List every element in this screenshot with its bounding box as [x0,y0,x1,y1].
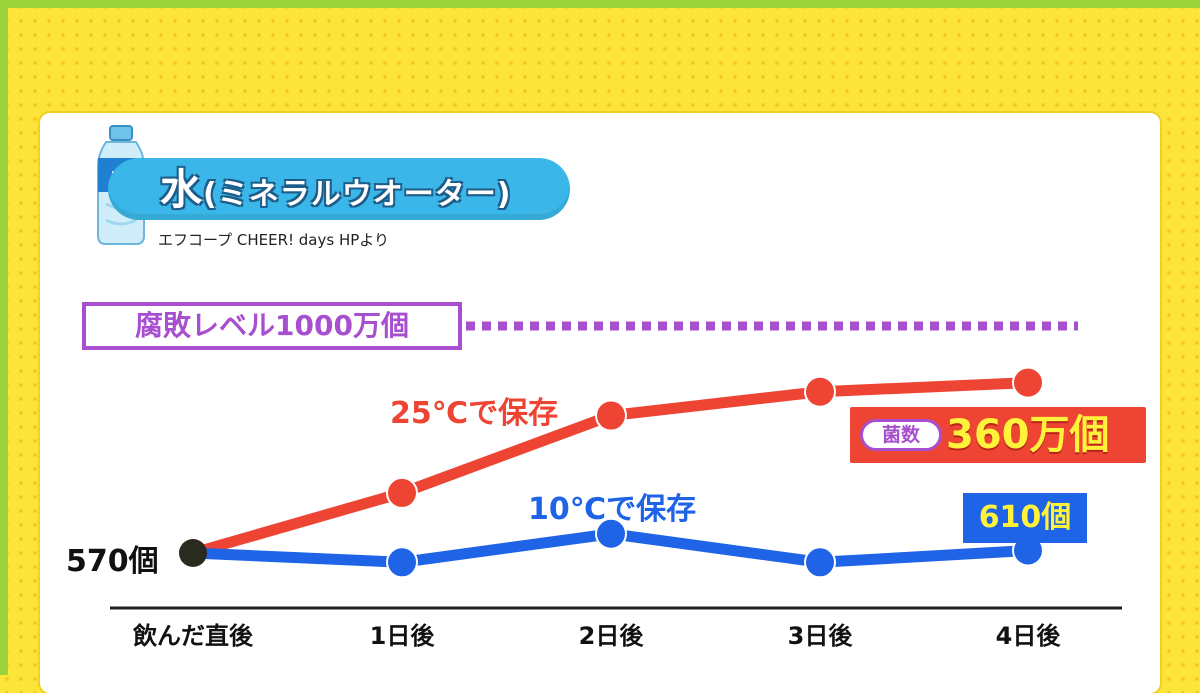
x-tick-label: 2日後 [578,622,644,650]
start-value-label: 570個 [66,544,159,579]
red-series-point [1012,366,1044,399]
line-chart [110,321,1122,610]
red-series-label: 25℃で保存 [390,396,559,431]
page-title: 水(ミネラルウオーター) [160,160,511,220]
blue-series-point [804,546,836,579]
x-tick-label: 3日後 [787,622,853,650]
red-final-callout: 菌数 360万個 [850,407,1146,463]
rot-level-label: 腐敗レベル1000万個 [82,302,462,350]
red-series-point [386,476,418,509]
blue-series-point [386,546,418,579]
blue-series-label: 10℃で保存 [528,492,697,527]
red-final-value: 360万個 [946,412,1110,458]
x-tick-label: 飲んだ直後 [133,622,253,650]
source-note: エフコープ CHEER! days HPより [158,231,389,249]
x-tick-label: 4日後 [995,622,1061,650]
title-sub: (ミネラルウオーター) [203,177,512,212]
x-tick-label: 1日後 [369,622,435,650]
start-point [179,539,207,567]
blue-final-callout: 610個 [963,493,1087,543]
blue-series-point [595,517,627,550]
red-series-point [804,375,836,408]
background-frame [0,0,1200,675]
title-main: 水 [160,165,204,214]
title-banner [108,158,570,220]
red-series-point [595,399,627,432]
bacteria-count-chip: 菌数 [860,419,942,451]
